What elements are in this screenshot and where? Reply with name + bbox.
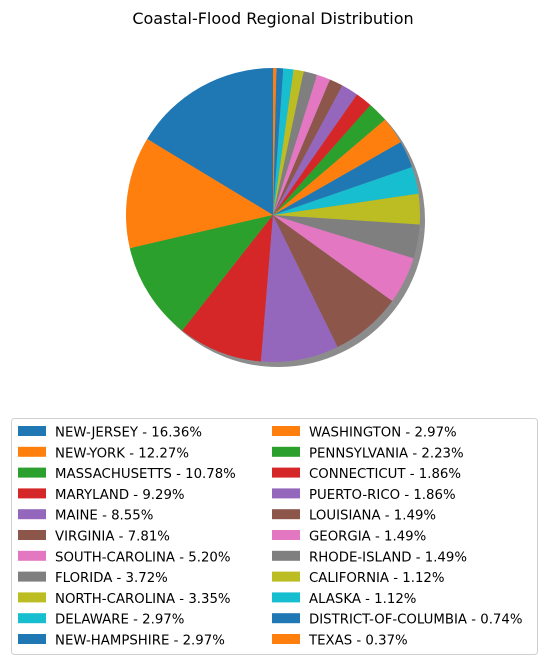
legend-item-texas: TEXAS - 0.37% (272, 634, 408, 649)
legend-label-florida: FLORIDA - 3.72% (55, 571, 168, 586)
legend-item-new-hampshire: NEW-HAMPSHIRE - 2.97% (18, 634, 225, 649)
legend-swatch-district-of-columbia (272, 613, 300, 624)
legend-label-puerto-rico: PUERTO-RICO - 1.86% (309, 488, 456, 503)
legend-item-district-of-columbia: DISTRICT-OF-COLUMBIA - 0.74% (272, 613, 522, 628)
legend-label-maine: MAINE - 8.55% (55, 509, 153, 524)
pie-slice-pennsylvania (273, 104, 385, 215)
legend-swatch-connecticut (272, 467, 300, 478)
legend-label-california: CALIFORNIA - 1.12% (309, 571, 445, 586)
legend-label-south-carolina: SOUTH-CAROLINA - 5.20% (55, 550, 231, 565)
pie-slice-maryland (182, 215, 273, 362)
legend-label-delaware: DELAWARE - 2.97% (55, 613, 184, 628)
legend-item-massachusetts: MASSACHUSETTS - 10.78% (18, 467, 236, 482)
legend-item-california: CALIFORNIA - 1.12% (272, 571, 445, 586)
legend-entries: NEW-JERSEY - 16.36% NEW-YORK - 12.27% MASS… (18, 426, 522, 649)
legend-swatch-georgia (272, 530, 300, 540)
chart-title: Coastal-Flood Regional Distribution (132, 9, 413, 28)
legend-label-new-hampshire: NEW-HAMPSHIRE - 2.97% (55, 634, 225, 649)
legend-label-virginia: VIRGINIA - 7.81% (55, 530, 170, 545)
legend-swatch-washington (272, 426, 300, 436)
legend-label-georgia: GEORGIA - 1.49% (309, 530, 426, 545)
pie-slice-california (273, 69, 304, 215)
legend-swatch-maine (18, 509, 46, 520)
legend-item-maine: MAINE - 8.55% (18, 509, 153, 524)
legend-label-alaska: ALASKA - 1.12% (309, 592, 416, 607)
legend-item-alaska: ALASKA - 1.12% (272, 592, 416, 607)
legend-item-north-carolina: NORTH-CAROLINA - 3.35% (18, 592, 231, 607)
legend-item-florida: FLORIDA - 3.72% (18, 571, 168, 586)
legend-label-washington: WASHINGTON - 2.97% (309, 426, 457, 441)
pie-slice-delaware (273, 167, 419, 215)
pie-slice-maine (260, 215, 338, 362)
pie-slice-massachusetts (129, 215, 273, 331)
legend-swatch-delaware (18, 613, 46, 624)
legend-swatch-new-york (18, 446, 46, 457)
legend-item-georgia: GEORGIA - 1.49% (272, 530, 426, 545)
legend-item-connecticut: CONNECTICUT - 1.86% (272, 467, 461, 482)
legend-swatch-california (272, 571, 300, 582)
pie-slice-district-of-columbia (273, 68, 284, 215)
legend-label-district-of-columbia: DISTRICT-OF-COLUMBIA - 0.74% (309, 613, 522, 628)
legend-label-pennsylvania: PENNSYLVANIA - 2.23% (309, 446, 464, 461)
pie-slice-virginia (273, 215, 393, 348)
legend-swatch-florida (18, 571, 46, 582)
pie-slice-south-carolina (273, 215, 414, 302)
pie-slice-new-hampshire (273, 142, 412, 215)
pie-slice-new-jersey (147, 68, 273, 215)
legend-item-new-jersey: NEW-JERSEY - 16.36% (18, 426, 202, 441)
legend-label-massachusetts: MASSACHUSETTS - 10.78% (55, 467, 236, 482)
pie-slice-rhode-island (273, 71, 318, 215)
legend-label-north-carolina: NORTH-CAROLINA - 3.35% (55, 592, 231, 607)
legend-item-south-carolina: SOUTH-CAROLINA - 5.20% (18, 550, 231, 565)
legend: NEW-JERSEY - 16.36% NEW-YORK - 12.27% MASS… (11, 418, 538, 655)
legend-label-connecticut: CONNECTICUT - 1.86% (309, 467, 461, 482)
pie-slice-puerto-rico (273, 85, 357, 216)
legend-swatch-virginia (18, 530, 46, 540)
legend-item-virginia: VIRGINIA - 7.81% (18, 530, 170, 545)
pie-slice-texas (273, 68, 277, 215)
legend-swatch-alaska (272, 592, 300, 603)
pie-slice-louisiana (273, 79, 343, 215)
pie-slice-new-york (126, 139, 273, 249)
legend-swatch-texas (272, 634, 300, 644)
legend-label-maryland: MARYLAND - 9.29% (55, 488, 185, 503)
legend-item-rhode-island: RHODE-ISLAND - 1.49% (272, 550, 467, 565)
pie-slice-connecticut (273, 94, 371, 215)
legend-item-washington: WASHINGTON - 2.97% (272, 426, 457, 441)
legend-swatch-louisiana (272, 509, 300, 520)
pie-slice-florida (273, 215, 420, 259)
legend-item-puerto-rico: PUERTO-RICO - 1.86% (272, 488, 456, 503)
pie-slice-north-carolina (273, 193, 421, 225)
pie-slice-washington (273, 119, 401, 215)
legend-item-louisiana: LOUISIANA - 1.49% (272, 509, 436, 524)
legend-swatch-massachusetts (18, 467, 46, 478)
legend-swatch-new-hampshire (18, 634, 46, 644)
legend-swatch-north-carolina (18, 592, 46, 603)
legend-item-new-york: NEW-YORK - 12.27% (18, 446, 189, 461)
legend-label-louisiana: LOUISIANA - 1.49% (309, 509, 436, 524)
legend-item-maryland: MARYLAND - 9.29% (18, 488, 185, 503)
legend-label-new-jersey: NEW-JERSEY - 16.36% (55, 426, 202, 441)
pie-slices (126, 68, 421, 362)
pie-slice-alaska (273, 68, 294, 216)
legend-label-rhode-island: RHODE-ISLAND - 1.49% (309, 550, 467, 565)
legend-swatch-pennsylvania (272, 446, 300, 457)
legend-item-pennsylvania: PENNSYLVANIA - 2.23% (272, 446, 464, 461)
legend-swatch-new-jersey (18, 426, 46, 436)
legend-label-texas: TEXAS - 0.37% (308, 634, 408, 649)
legend-swatch-maryland (18, 488, 46, 499)
legend-item-delaware: DELAWARE - 2.97% (18, 613, 184, 628)
legend-swatch-rhode-island (272, 550, 300, 561)
pie-slice-georgia (273, 74, 330, 215)
legend-label-new-york: NEW-YORK - 12.27% (55, 446, 189, 461)
legend-swatch-south-carolina (18, 550, 46, 561)
legend-swatch-puerto-rico (272, 488, 300, 499)
